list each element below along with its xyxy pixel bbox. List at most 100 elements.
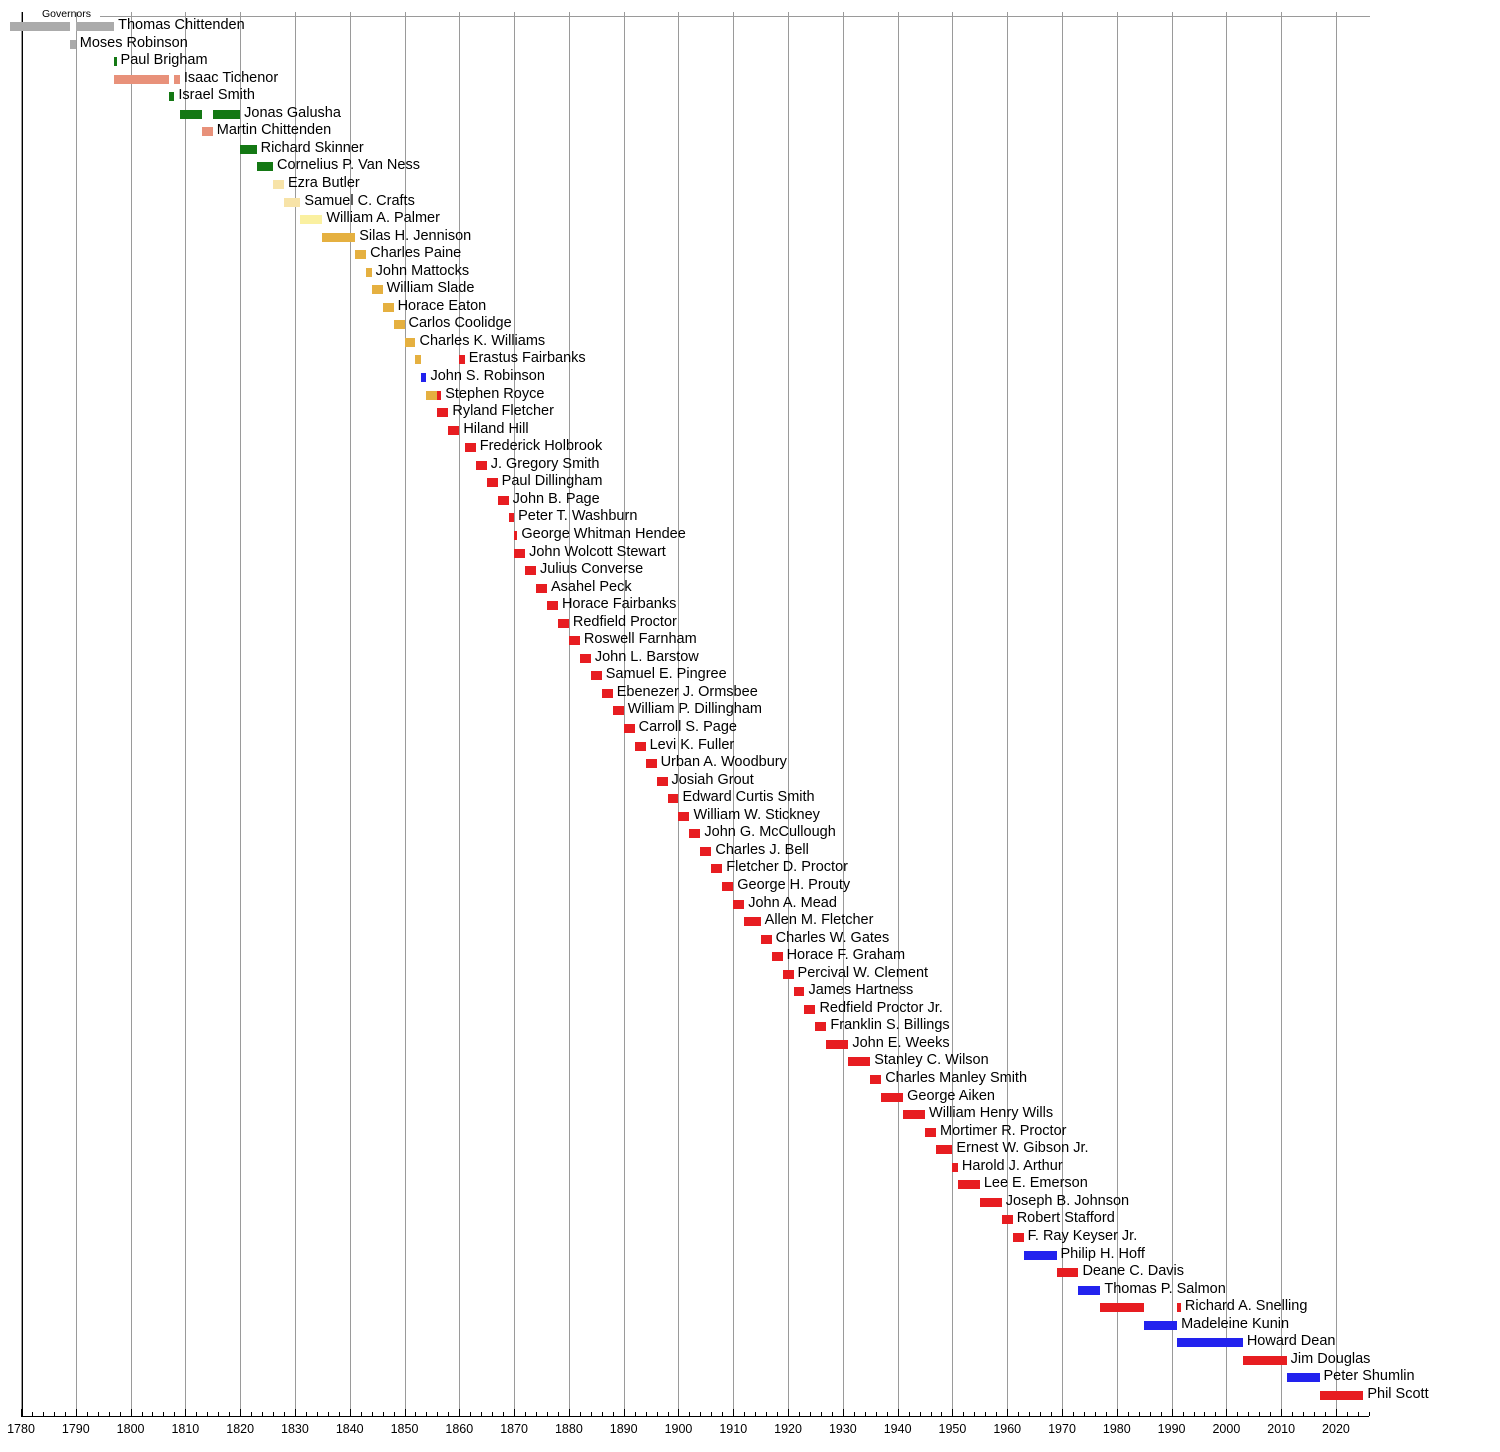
gantt-bar[interactable] — [497, 495, 509, 505]
gantt-row[interactable]: Franklin S. Billings — [0, 1018, 1500, 1040]
gantt-bar[interactable] — [952, 1162, 958, 1172]
gantt-row[interactable]: Redfield Proctor Jr. — [0, 1001, 1500, 1023]
gantt-bar[interactable] — [848, 1057, 871, 1067]
gantt-row[interactable]: Mortimer R. Proctor — [0, 1123, 1500, 1146]
gantt-bar[interactable] — [979, 1197, 1002, 1207]
gantt-bar[interactable] — [935, 1145, 953, 1155]
gantt-bar[interactable] — [1177, 1303, 1181, 1313]
gantt-bar[interactable] — [656, 776, 668, 786]
gantt-row[interactable]: Josiah Grout — [0, 772, 1500, 795]
gantt-bar[interactable] — [174, 74, 180, 84]
gantt-row[interactable]: George H. Prouty — [0, 878, 1500, 900]
gantt-row[interactable]: Richard A. Snelling — [0, 1299, 1500, 1321]
gantt-row[interactable]: Paul Brigham — [0, 53, 1500, 75]
gantt-bar[interactable] — [557, 618, 569, 628]
gantt-bar[interactable] — [579, 653, 591, 663]
gantt-bar[interactable] — [1001, 1215, 1013, 1225]
gantt-row[interactable]: Joseph B. Johnson — [0, 1194, 1500, 1216]
gantt-row[interactable]: John Mattocks — [0, 263, 1500, 286]
gantt-bar[interactable] — [1242, 1355, 1287, 1365]
gantt-row[interactable]: Hiland Hill — [0, 421, 1500, 444]
gantt-row[interactable]: Horace Fairbanks — [0, 597, 1500, 619]
gantt-bar[interactable] — [612, 706, 624, 716]
gantt-bar[interactable] — [771, 952, 783, 962]
gantt-bar[interactable] — [514, 530, 518, 540]
gantt-bar[interactable] — [1286, 1373, 1320, 1383]
gantt-bar[interactable] — [645, 759, 657, 769]
gantt-bar[interactable] — [464, 443, 476, 453]
gantt-row[interactable]: William W. Stickney — [0, 808, 1500, 830]
gantt-row[interactable]: Thomas P. Salmon — [0, 1281, 1500, 1304]
gantt-row[interactable]: Peter T. Washburn — [0, 509, 1500, 531]
gantt-row[interactable]: Phil Scott — [0, 1387, 1500, 1409]
gantt-bar[interactable] — [508, 513, 515, 523]
gantt-row[interactable]: George Whitman Hendee — [0, 527, 1500, 549]
gantt-row[interactable]: John E. Weeks — [0, 1036, 1500, 1058]
gantt-bar[interactable] — [903, 1110, 926, 1120]
gantt-bar[interactable] — [1177, 1338, 1243, 1348]
gantt-row[interactable]: Ebenezer J. Ormsbee — [0, 685, 1500, 707]
gantt-row[interactable]: John Wolcott Stewart — [0, 544, 1500, 567]
gantt-row[interactable]: Isaac Tichenor — [0, 70, 1500, 93]
gantt-bar[interactable] — [514, 548, 526, 558]
gantt-bar[interactable] — [525, 566, 537, 576]
gantt-bar[interactable] — [415, 355, 421, 365]
gantt-bar[interactable] — [1023, 1250, 1057, 1260]
gantt-bar[interactable] — [590, 671, 602, 681]
gantt-row[interactable]: Fletcher D. Proctor — [0, 860, 1500, 882]
gantt-row[interactable]: Howard Dean — [0, 1334, 1500, 1356]
gantt-row[interactable]: Carlos Coolidge — [0, 316, 1500, 338]
gantt-row[interactable]: Richard Skinner — [0, 141, 1500, 163]
gantt-row[interactable]: Paul Dillingham — [0, 474, 1500, 496]
gantt-bar[interactable] — [420, 373, 427, 382]
gantt-bar[interactable] — [371, 285, 383, 295]
gantt-row[interactable]: John S. Robinson — [0, 369, 1500, 391]
gantt-bar[interactable] — [1056, 1268, 1079, 1278]
gantt-bar[interactable] — [75, 22, 115, 31]
gantt-row[interactable]: Ezra Butler — [0, 176, 1500, 198]
gantt-row[interactable]: Moses Robinson — [0, 35, 1500, 58]
gantt-bar[interactable] — [536, 583, 547, 593]
gantt-bar[interactable] — [70, 39, 76, 49]
gantt-bar[interactable] — [404, 337, 416, 347]
gantt-row[interactable]: Redfield Proctor — [0, 614, 1500, 637]
gantt-bar[interactable] — [1078, 1285, 1101, 1295]
gantt-bar[interactable] — [1100, 1303, 1145, 1313]
gantt-bar[interactable] — [826, 1039, 849, 1049]
gantt-row[interactable]: Madeleine Kunin — [0, 1316, 1500, 1339]
gantt-bar[interactable] — [168, 92, 175, 102]
gantt-row[interactable]: Asahel Peck — [0, 579, 1500, 602]
gantt-row[interactable]: William A. Palmer — [0, 211, 1500, 233]
gantt-row[interactable]: John L. Barstow — [0, 650, 1500, 672]
gantt-row[interactable]: F. Ray Keyser Jr. — [0, 1229, 1500, 1251]
gantt-bar[interactable] — [201, 127, 213, 137]
gantt-bar[interactable] — [437, 390, 442, 400]
gantt-row[interactable]: Silas H. Jennison — [0, 228, 1500, 251]
gantt-bar[interactable] — [546, 601, 558, 611]
gantt-row[interactable]: Percival W. Clement — [0, 965, 1500, 988]
gantt-row[interactable]: Charles K. Williams — [0, 334, 1500, 356]
gantt-row[interactable]: William Slade — [0, 281, 1500, 303]
gantt-row[interactable]: Stephen Royce — [0, 386, 1500, 409]
gantt-bar[interactable] — [568, 636, 580, 646]
gantt-bar[interactable] — [283, 197, 301, 207]
gantt-bar[interactable] — [1012, 1232, 1024, 1242]
gantt-bar[interactable] — [114, 57, 117, 67]
gantt-row[interactable]: Roswell Farnham — [0, 632, 1500, 654]
gantt-row[interactable]: John G. McCullough — [0, 825, 1500, 847]
gantt-row[interactable]: J. Gregory Smith — [0, 457, 1500, 479]
gantt-bar[interactable] — [355, 250, 367, 260]
gantt-bar[interactable] — [179, 109, 202, 119]
gantt-bar[interactable] — [1319, 1390, 1364, 1400]
gantt-bar[interactable] — [393, 320, 405, 330]
gantt-row[interactable]: Robert Stafford — [0, 1211, 1500, 1233]
gantt-row[interactable]: Charles Manley Smith — [0, 1071, 1500, 1093]
gantt-row[interactable]: Martin Chittenden — [0, 123, 1500, 145]
gantt-bar[interactable] — [382, 302, 394, 312]
gantt-row[interactable]: Philip H. Hoff — [0, 1246, 1500, 1269]
gantt-row[interactable]: William Henry Wills — [0, 1106, 1500, 1128]
gantt-row[interactable]: Jonas Galusha — [0, 106, 1500, 128]
gantt-row[interactable]: Julius Converse — [0, 562, 1500, 584]
gantt-row[interactable]: Carroll S. Page — [0, 720, 1500, 742]
gantt-bar[interactable] — [10, 22, 71, 31]
